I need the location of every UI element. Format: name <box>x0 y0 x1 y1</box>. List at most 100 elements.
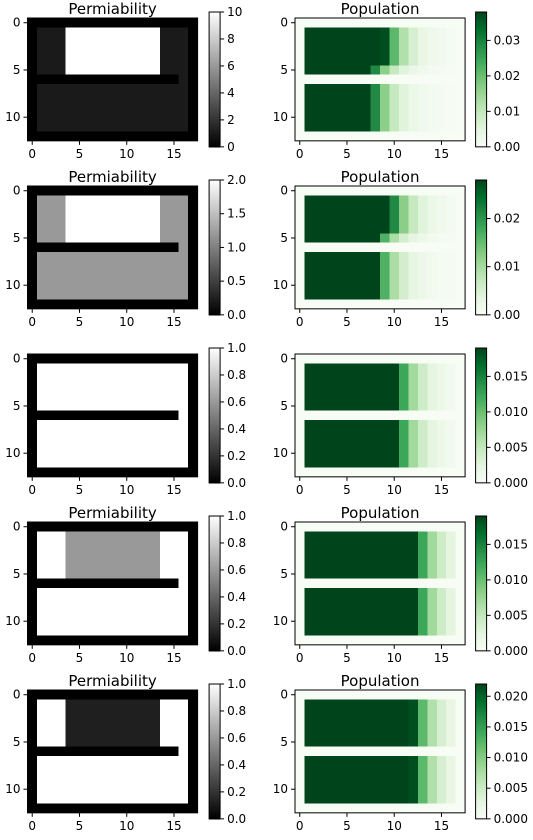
heatmap-cell <box>178 354 189 364</box>
heatmap-cell <box>112 46 123 57</box>
colorbar-segment <box>475 99 487 103</box>
heatmap-cell <box>342 18 352 28</box>
colorbar-segment <box>209 193 221 197</box>
heatmap-cell <box>380 597 390 608</box>
heatmap-cell <box>112 569 123 579</box>
heatmap-cell <box>46 271 57 281</box>
x-tick-label: 15 <box>434 483 449 497</box>
heatmap-cell <box>389 746 400 757</box>
heatmap-cell <box>93 363 104 374</box>
heatmap-cell <box>55 18 66 28</box>
heatmap-cell <box>408 635 419 646</box>
colorbar-segment <box>475 417 487 421</box>
heatmap-cell <box>446 775 456 785</box>
heatmap-cell <box>295 429 305 440</box>
heatmap-cell <box>427 299 438 310</box>
heatmap-cell <box>370 401 381 411</box>
heatmap-cell <box>55 588 66 598</box>
colorbar-segment <box>475 632 487 636</box>
heatmap-cell <box>370 354 381 364</box>
heatmap-cell <box>370 18 381 28</box>
heatmap-cell <box>74 186 85 196</box>
heatmap-cell <box>188 784 198 795</box>
heatmap-cell <box>74 289 85 300</box>
heatmap-cell <box>304 271 315 281</box>
heatmap-cell <box>455 372 466 383</box>
heatmap-cell <box>361 121 371 132</box>
heatmap-cell <box>131 121 142 132</box>
heatmap-cell <box>332 569 343 579</box>
heatmap-cell <box>27 559 38 570</box>
heatmap-cell <box>159 448 170 459</box>
heatmap-cell <box>140 410 151 421</box>
colorbar-segment <box>209 807 221 811</box>
colorbar-segment <box>475 699 487 703</box>
heatmap-cell <box>112 195 123 206</box>
heatmap-cell <box>103 74 113 85</box>
heatmap-cell <box>122 429 132 440</box>
heatmap-cell <box>27 439 38 449</box>
x-tick-label: 0 <box>28 147 36 161</box>
heatmap-cell <box>84 569 94 579</box>
heatmap-cell <box>65 204 76 215</box>
heatmap-cell <box>370 186 381 196</box>
colorbar-segment <box>209 365 221 369</box>
heatmap-cell <box>295 27 305 38</box>
colorbar-segment <box>209 467 221 470</box>
colorbar-segment <box>475 807 487 811</box>
heatmap-cell <box>323 112 334 123</box>
colorbar-segment <box>209 753 221 757</box>
heatmap-cell <box>74 93 85 104</box>
heatmap-cell <box>74 756 85 766</box>
colorbar-segment <box>209 92 221 96</box>
heatmap-cell <box>351 522 362 532</box>
heatmap-cell <box>351 597 362 608</box>
colorbar-segment <box>209 124 221 128</box>
heatmap-cell <box>398 280 409 291</box>
heatmap-cell <box>455 597 466 608</box>
heatmap-cell <box>36 756 47 766</box>
heatmap-cell <box>436 354 447 364</box>
heatmap-cell <box>323 131 334 142</box>
heatmap-cell <box>361 36 371 47</box>
heatmap-cell <box>351 74 362 85</box>
chart-title: Permiability <box>68 504 157 522</box>
heatmap-cell <box>446 569 456 579</box>
heatmap-cell <box>398 775 409 785</box>
heatmap-cell <box>427 391 438 402</box>
heatmap-cell <box>304 803 315 814</box>
heatmap-cell <box>74 280 85 291</box>
colorbar-segment <box>475 65 487 69</box>
heatmap-cell <box>351 354 362 364</box>
heatmap-cell <box>27 765 38 776</box>
heatmap-cell <box>323 756 334 766</box>
heatmap-cell <box>417 27 428 38</box>
heatmap-cell <box>74 214 85 225</box>
colorbar-segment <box>209 451 221 455</box>
heatmap-cell <box>295 372 305 383</box>
heatmap-cell <box>436 195 447 206</box>
heatmap-cell <box>408 429 419 440</box>
heatmap-cell <box>65 363 76 374</box>
heatmap-cell <box>370 616 381 627</box>
colorbar-segment <box>475 415 487 419</box>
colorbar-segment <box>475 549 487 553</box>
heatmap-cell <box>65 690 76 700</box>
heatmap-cell <box>84 65 94 75</box>
heatmap-cell <box>65 391 76 402</box>
colorbar-segment <box>475 690 487 694</box>
heatmap-cell <box>36 457 47 468</box>
colorbar-segment <box>475 104 487 107</box>
heatmap-cell <box>436 765 447 776</box>
colorbar-segment <box>209 294 221 298</box>
heatmap-cell <box>122 448 132 459</box>
heatmap-cell <box>446 625 456 636</box>
colorbar-tick-label: 8 <box>227 32 235 46</box>
heatmap-cell <box>65 46 76 57</box>
heatmap-cell <box>446 299 456 310</box>
colorbar-segment <box>209 565 221 569</box>
heatmap-cell <box>408 522 419 532</box>
heatmap-cell <box>323 242 334 253</box>
colorbar-segment <box>209 563 221 566</box>
heatmap-cell <box>389 93 400 104</box>
